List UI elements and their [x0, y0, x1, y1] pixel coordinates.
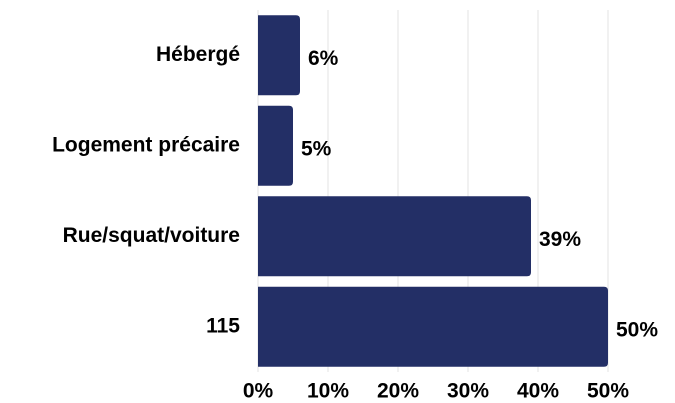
- x-tick-label: 40%: [517, 380, 559, 403]
- value-label: 50%: [616, 318, 658, 341]
- value-label: 6%: [308, 47, 339, 70]
- x-tick-label: 50%: [587, 380, 629, 403]
- bar: [258, 196, 531, 277]
- y-tick-label: Logement précaire: [52, 133, 240, 156]
- x-tick-label: 30%: [447, 380, 489, 403]
- y-tick-label: 115: [206, 314, 240, 337]
- y-tick-label: Hébergé: [156, 43, 240, 66]
- value-label: 39%: [539, 228, 581, 251]
- x-tick-label: 10%: [307, 380, 349, 403]
- value-label: 5%: [301, 137, 332, 160]
- x-tick-label: 20%: [377, 380, 419, 403]
- y-tick-label: Rue/squat/voiture: [63, 224, 240, 247]
- x-tick-label: 0%: [243, 380, 274, 403]
- bar: [258, 15, 300, 96]
- bar: [258, 286, 608, 367]
- bar: [258, 105, 293, 186]
